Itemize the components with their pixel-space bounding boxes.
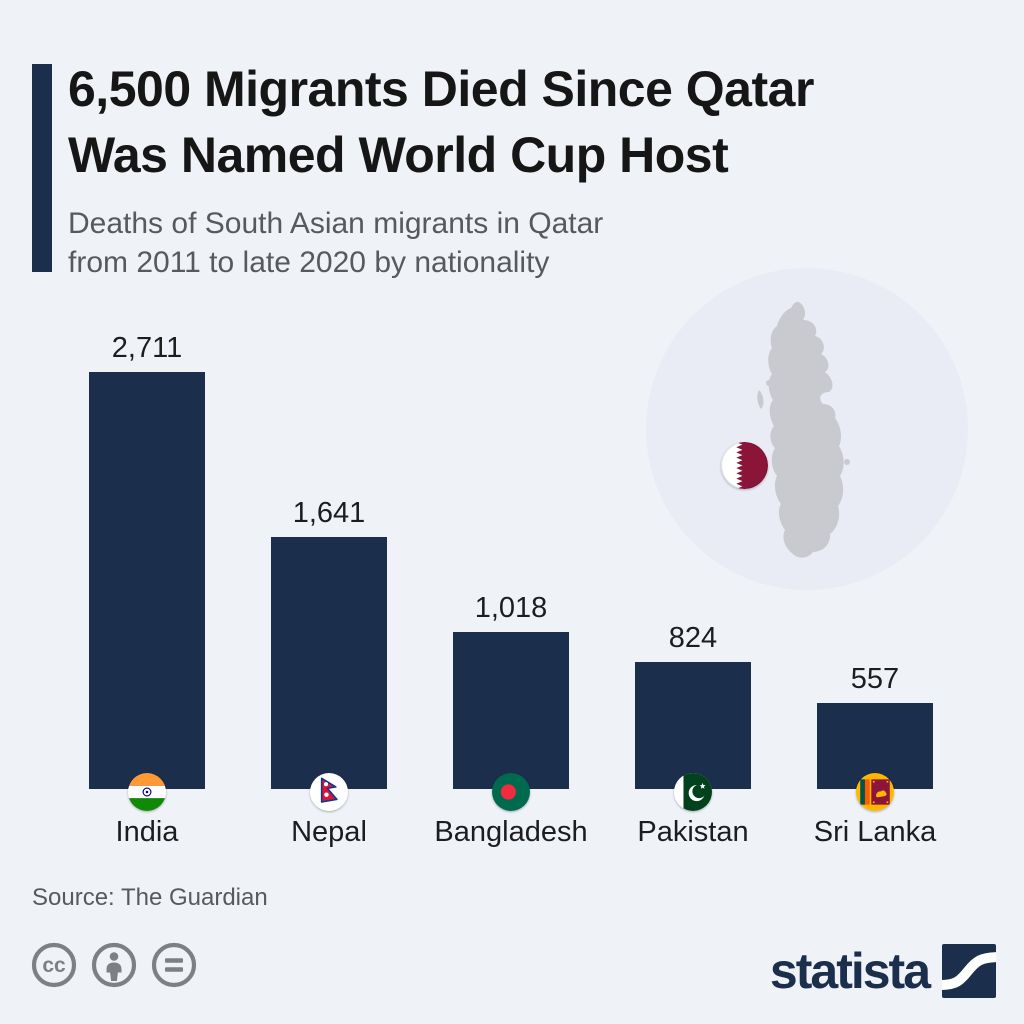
statista-mark-icon [942,944,996,998]
bar-india [89,372,205,789]
title-accent-bar [32,64,52,272]
title-line-1: 6,500 Migrants Died Since Qatar [68,61,814,117]
india-flag-icon [128,773,166,811]
source-text: Source: The Guardian [32,884,268,911]
no-derivatives-icon [151,942,197,988]
bar-category-label: Pakistan [637,816,749,848]
subtitle-line-2: from 2011 to late 2020 by nationality [68,246,550,279]
nepal-flag-icon [310,773,348,811]
bar-category-label: Sri Lanka [813,816,937,848]
statista-wordmark: statista [769,943,931,999]
cc-icon: cc [31,942,77,988]
license-icons: cc [30,941,198,989]
attribution-icon [91,942,137,988]
qatar-flag-icon [721,442,768,489]
bar-category-label: Nepal [291,816,367,848]
qatar-map-badge [646,268,968,590]
bar-category-label: Bangladesh [434,816,588,848]
page-title: 6,500 Migrants Died Since Qatar Was Name… [68,56,1008,188]
bar-category-label: India [115,816,179,848]
qatar-map-icon [757,301,850,558]
sri-lanka-flag-icon [856,773,894,811]
bar-pakistan [635,662,751,789]
bar-bangladesh [453,632,569,789]
bar-value-label: 557 [850,663,900,695]
bar-value-label: 2,711 [111,332,183,364]
statista-logo: statista [770,944,996,998]
pakistan-flag-icon [674,773,712,811]
bar-value-label: 824 [668,622,718,654]
bar-value-label: 1,018 [474,592,548,624]
page-subtitle: Deaths of South Asian migrants in Qatar … [68,204,828,282]
bar-nepal [271,537,387,789]
svg-text:cc: cc [42,954,66,977]
bangladesh-flag-icon [492,773,530,811]
bar-value-label: 1,641 [292,497,366,529]
subtitle-line-1: Deaths of South Asian migrants in Qatar [68,207,604,240]
title-line-2: Was Named World Cup Host [68,127,729,183]
